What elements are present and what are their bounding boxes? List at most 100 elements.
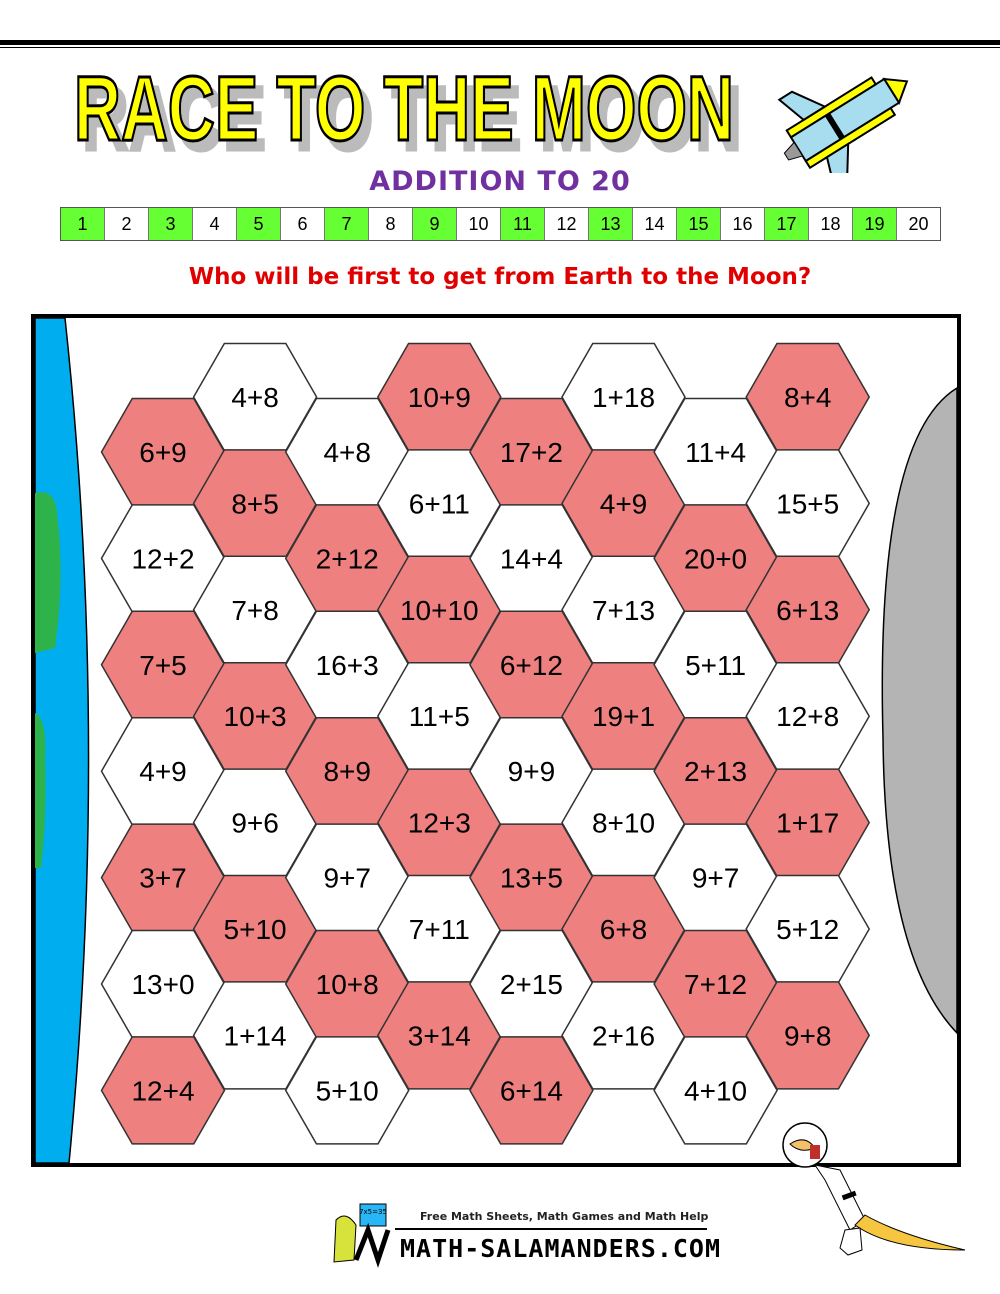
hex-sum: 7+12 [684,969,747,1000]
hex-sum: 14+4 [500,543,563,574]
page-title: RACE TO THE MOON [70,57,750,162]
hex-shape [653,1036,778,1145]
hex-sum: 4+8 [323,437,371,468]
number-cell: 5 [237,208,281,240]
hex-sum: 12+3 [408,808,471,839]
hex-cell: 7+11 [376,874,502,984]
hex-sum: 7+13 [592,595,655,626]
hex-cell: 1+14 [192,981,318,1090]
hex-cell: 12+4 [100,1036,226,1145]
hex-sum: 1+18 [592,382,655,413]
hex-sum: 8+5 [231,488,279,519]
hex-cell: 16+3 [284,610,410,720]
hex-cell: 9+8 [745,981,871,1090]
number-cell: 12 [545,208,589,240]
earth-land-1 [35,492,61,653]
question-text: Who will be first to get from Earth to t… [188,264,812,290]
salamander-logo-icon: 7x5=35 [333,1203,391,1268]
number-cell: 4 [193,208,237,240]
hex-sum: 6+8 [600,914,648,945]
hex-cell: 2+12 [284,504,410,613]
hex-cell: 10+3 [192,661,318,771]
hex-sum: 1+17 [776,808,839,839]
title-text: RACE TO THE MOON [74,58,734,160]
hex-cell: 20+0 [653,504,778,613]
hex-cell: 8+4 [745,342,871,452]
hex-cell: 6+13 [745,555,871,665]
number-cell: 11 [501,208,545,240]
hex-sum: 12+2 [131,543,194,574]
hex-sum: 17+2 [500,437,563,468]
hex-shape [745,981,871,1090]
number-cell: 8 [369,208,413,240]
hex-cell: 11+5 [376,661,502,771]
earth-land-2 [35,713,46,868]
number-cell: 10 [457,208,501,240]
hex-sum: 13+5 [500,863,563,894]
hex-sum: 13+0 [131,969,194,1000]
hex-sum: 12+8 [776,701,839,732]
hex-sum: 4+10 [684,1075,747,1106]
hex-sum: 19+1 [592,701,655,732]
number-cell: 14 [633,208,677,240]
hex-sum: 7+8 [231,595,279,626]
number-strip: 1 2 3 4 5 6 7 8 9 10 11 12 13 14 15 16 17 18 19 20 [60,207,941,241]
hex-sum: 2+16 [592,1020,655,1051]
hex-sum: 20+0 [684,543,747,574]
hex-sum: 7+11 [409,914,470,945]
hex-sum: 2+15 [500,969,563,1000]
hex-sum: 3+14 [408,1020,471,1051]
hex-sum: 11+4 [685,437,746,468]
footer-logo-text[interactable]: MATH-SALAMANDERS.COM [400,1234,722,1263]
hex-cell: 17+2 [469,397,594,507]
hex-sum: 9+7 [692,863,740,894]
number-cell: 1 [61,208,105,240]
top-rule [0,40,1000,45]
hex-cell: 3+7 [100,823,226,932]
subtitle: ADDITION TO 20 [369,166,631,197]
hex-sum: 1+14 [224,1020,287,1051]
hex-cell: 19+1 [561,661,686,771]
hex-sum: 9+9 [508,756,556,787]
number-cell: 17 [765,208,809,240]
hex-sum: 5+12 [776,914,839,945]
hex-cell: 12+8 [745,661,871,771]
hex-cell: 4+9 [561,449,686,558]
hex-cell: 1+17 [745,768,871,877]
hex-sum: 10+8 [316,969,379,1000]
hex-sum: 8+4 [784,382,832,413]
top-rule-thin [0,47,1000,48]
hex-sum: 9+6 [231,808,279,839]
hex-cell: 3+14 [376,981,502,1090]
hex-sum: 9+8 [784,1020,832,1051]
hex-sum: 6+11 [409,488,470,519]
hex-sum: 9+7 [323,863,371,894]
hex-shape [100,1036,226,1145]
hex-cell: 10+10 [376,555,502,665]
hex-cell: 15+5 [745,449,871,558]
hex-sum: 8+9 [323,756,371,787]
hex-sum: 2+12 [316,543,379,574]
number-cell: 19 [853,208,897,240]
hex-sum: 6+14 [500,1075,563,1106]
hex-cell: 6+8 [561,874,686,984]
hex-cell: 11+4 [653,397,778,507]
footer-rule [395,1228,707,1230]
space-shuttle-icon [777,76,909,173]
hex-cell: 5+10 [284,1036,410,1145]
salamander-astronaut-icon [782,1122,966,1256]
hex-cell: 5+12 [745,874,871,984]
hex-sum: 5+10 [224,914,287,945]
number-cell: 16 [721,208,765,240]
moon [881,387,957,1035]
hex-sum: 6+12 [500,650,563,681]
hex-sum: 11+5 [409,701,470,732]
hex-cell: 5+10 [192,874,318,984]
hex-sum: 3+7 [139,863,187,894]
number-cell: 18 [809,208,853,240]
number-cell: 2 [105,208,149,240]
hex-cell: 6+12 [469,610,594,720]
number-cell: 15 [677,208,721,240]
hex-cell: 4+8 [284,397,410,507]
hex-sum: 2+13 [684,756,747,787]
